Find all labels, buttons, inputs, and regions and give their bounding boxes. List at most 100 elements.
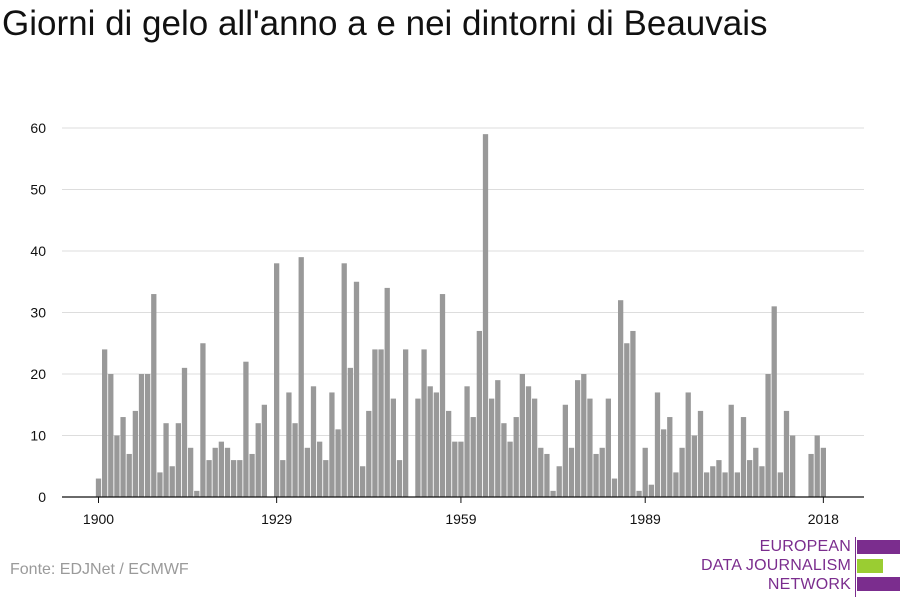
bar: [298, 257, 304, 497]
bar: [108, 374, 114, 497]
bar: [341, 263, 347, 497]
bar: [353, 281, 360, 497]
bar: [335, 429, 341, 497]
bar: [255, 423, 261, 497]
bar: [366, 410, 372, 497]
bar: [673, 472, 679, 497]
logo-bar-purple-bottom: [857, 577, 900, 591]
logo-bar-green: [857, 559, 883, 573]
logo-line-1: EUROPEAN: [759, 538, 851, 555]
bar: [618, 300, 624, 497]
bar: [525, 386, 532, 497]
x-tick-label: 1959: [445, 511, 476, 527]
bar: [310, 386, 317, 497]
bar: [544, 453, 550, 497]
bar: [599, 447, 605, 497]
bar: [390, 398, 396, 497]
bar: [759, 466, 765, 497]
bar: [323, 460, 329, 497]
bar: [636, 490, 642, 497]
bar: [360, 466, 366, 497]
bar: [556, 466, 562, 497]
bar: [384, 287, 390, 497]
bar: [593, 453, 599, 497]
gridlines: [62, 127, 864, 436]
bar: [630, 330, 636, 497]
bar: [710, 466, 716, 497]
edjnet-logo: EUROPEAN DATA JOURNALISM NETWORK: [700, 537, 900, 597]
bar: [458, 441, 464, 497]
bar: [206, 460, 212, 497]
bar: [489, 398, 495, 497]
bar: [378, 349, 384, 497]
bar: [495, 380, 501, 497]
bar: [218, 441, 224, 497]
bar: [102, 349, 108, 497]
y-tick-label: 40: [30, 243, 46, 259]
bar: [538, 447, 544, 497]
bar: [820, 447, 826, 497]
bar: [667, 417, 673, 497]
bars: [95, 134, 826, 497]
x-tick-label: 1900: [83, 511, 114, 527]
bar: [145, 374, 151, 497]
bar: [169, 466, 175, 497]
bar: [421, 349, 427, 497]
bar: [212, 447, 218, 497]
bar: [396, 460, 403, 497]
bar: [157, 472, 163, 497]
bar: [452, 441, 458, 497]
bar: [777, 472, 783, 497]
y-tick-label: 30: [30, 305, 46, 321]
bar: [568, 447, 575, 497]
bar: [722, 472, 728, 497]
bar: [734, 472, 740, 497]
bar: [188, 447, 194, 497]
bar: [648, 484, 654, 497]
bar: [304, 447, 310, 497]
bar: [482, 134, 489, 497]
bar: [329, 392, 335, 497]
bar: [501, 423, 507, 497]
bar: [753, 447, 759, 497]
bar: [114, 435, 120, 497]
bar: [427, 386, 433, 497]
bar: [661, 429, 667, 497]
y-tick-label: 50: [30, 182, 46, 198]
logo-bar-purple-top: [857, 540, 900, 554]
bar: [765, 374, 771, 497]
bar: [654, 392, 661, 497]
bar: [740, 417, 747, 497]
bar: [562, 404, 568, 497]
bar: [243, 361, 249, 497]
bar: [120, 417, 126, 497]
bar: [286, 392, 292, 497]
bar: [704, 472, 710, 497]
bar: [464, 386, 470, 497]
bar: [808, 453, 814, 497]
bar: [587, 398, 593, 497]
x-tick-labels: 1900 1929 1959 1989 2018: [83, 511, 839, 527]
bar: [433, 392, 439, 497]
x-tick-label: 2018: [808, 511, 839, 527]
bar: [163, 423, 169, 497]
bar: [697, 410, 704, 497]
bar: [513, 417, 519, 497]
bar: [292, 423, 298, 497]
bar: [691, 435, 697, 497]
chart-title: Giorni di gelo all'anno a e nei dintorni…: [2, 4, 768, 43]
bar: [624, 343, 630, 497]
bar: [605, 398, 611, 497]
y-tick-label: 20: [30, 366, 46, 382]
bar: [415, 398, 421, 497]
x-axis: [62, 496, 864, 503]
bar: [716, 460, 722, 497]
x-tick-label: 1929: [261, 511, 292, 527]
y-tick-label: 0: [38, 489, 46, 505]
bar: [532, 398, 538, 497]
bar: [231, 460, 237, 497]
bar: [550, 490, 556, 497]
bar: [446, 410, 452, 497]
x-tick-label: 1989: [630, 511, 661, 527]
